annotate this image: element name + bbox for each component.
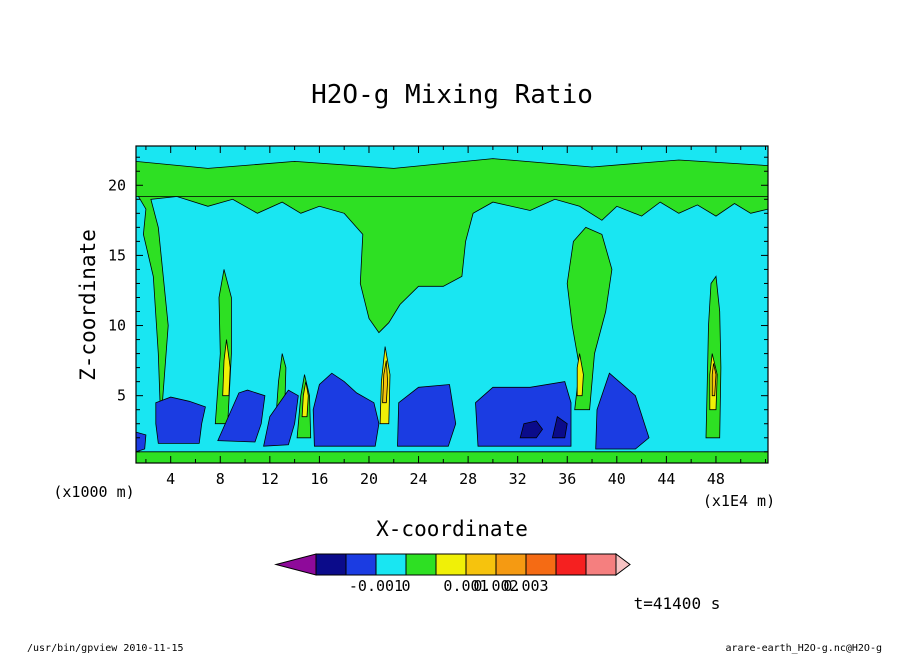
colorbar-high-arrow	[615, 553, 631, 576]
chart-title: H2O-g Mixing Ratio	[311, 80, 593, 110]
contour-region	[301, 381, 309, 418]
x-axis-label: X-coordinate	[376, 517, 528, 541]
colorbar-label: 0.003	[503, 577, 548, 595]
x-tick-label: 32	[509, 470, 527, 488]
colorbar-box	[525, 553, 557, 576]
colorbar-low-arrow	[274, 553, 317, 576]
time-label: t=41400 s	[634, 594, 721, 613]
y-tick-label: 10	[108, 317, 126, 335]
colorbar-label: 0	[401, 577, 410, 595]
x-tick-label: 16	[310, 470, 328, 488]
x-tick-label: 20	[360, 470, 378, 488]
colorbar-box	[495, 553, 527, 576]
contour-region	[519, 420, 543, 439]
footer-right: arare-earth_H2O-g.nc@H2O-g	[725, 643, 882, 654]
contour-region	[263, 389, 299, 447]
contour-region	[711, 363, 717, 397]
contour-region	[155, 396, 206, 444]
contour-region	[566, 226, 613, 411]
contour-region	[382, 360, 389, 404]
y-tick-label: 20	[108, 176, 126, 194]
x-tick-label: 24	[410, 470, 428, 488]
contour-region	[397, 384, 457, 447]
colorbar-box	[465, 553, 497, 576]
contour-region	[312, 372, 380, 447]
x-tick-label: 40	[608, 470, 626, 488]
x-axis-ticks: 4 8 12 16 20 24 28 32 36 40 44 48	[145, 146, 767, 488]
colorbar-box	[405, 553, 437, 576]
contour-region	[576, 353, 584, 397]
colorbar-box	[435, 553, 467, 576]
x-tick-label: 28	[459, 470, 477, 488]
x-tick-label: 12	[261, 470, 279, 488]
x-tick-label: 8	[216, 470, 225, 488]
colorbar-label: 0.002	[473, 577, 518, 595]
contour-region	[475, 381, 572, 447]
contour-region	[135, 451, 769, 464]
plot-frame	[135, 145, 769, 464]
contour-regions	[135, 158, 769, 464]
colorbar-box	[315, 553, 347, 576]
x-unit-right: (x1E4 m)	[703, 492, 775, 510]
y-tick-label: 15	[108, 246, 126, 264]
colorbar-box	[585, 553, 617, 576]
colorbar-box	[555, 553, 587, 576]
x-tick-label: 48	[707, 470, 725, 488]
contour-region	[595, 372, 650, 450]
contour-region	[551, 416, 568, 439]
y-axis-label: Z-coordinate	[76, 229, 100, 381]
x-tick-label: 4	[166, 470, 175, 488]
x-tick-label: 36	[558, 470, 576, 488]
contour-region	[222, 339, 231, 397]
contour-region	[217, 389, 266, 443]
x-unit-left: (x1000 m)	[53, 483, 134, 501]
colorbar-box	[375, 553, 407, 576]
colorbar-label: 0.001	[443, 577, 488, 595]
colorbar	[274, 553, 631, 576]
y-axis-ticks: 5 10 15 20	[108, 156, 768, 453]
plot-area	[135, 145, 769, 464]
colorbar-label: -0.001	[349, 577, 403, 595]
y-tick-label: 5	[117, 387, 126, 405]
contour-region	[135, 431, 147, 453]
x-tick-label: 44	[657, 470, 675, 488]
colorbar-box	[345, 553, 377, 576]
footer-left: /usr/bin/gpview 2010-11-15	[27, 643, 184, 654]
